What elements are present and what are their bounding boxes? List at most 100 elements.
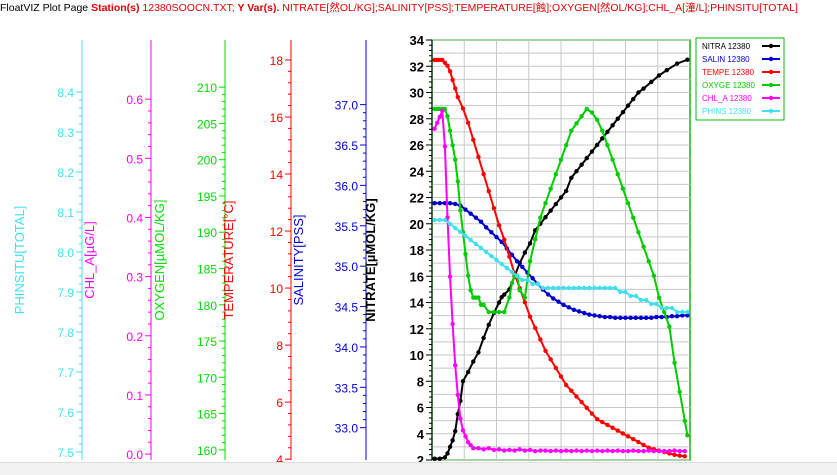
data-point-nit — [442, 455, 448, 460]
oxy-tick-label: 205 — [197, 117, 217, 131]
nit-tick-label: 30 — [410, 86, 424, 101]
data-point-chl — [486, 445, 491, 451]
data-point-chl — [453, 363, 458, 368]
data-point-ph — [447, 221, 453, 227]
data-point-sal — [530, 276, 535, 281]
data-point-oxy — [509, 280, 515, 286]
data-point-temp — [543, 348, 548, 353]
nit-tick-label: 2 — [417, 453, 424, 468]
data-point-chl — [440, 108, 445, 114]
chl-tick-label: 0.3 — [126, 271, 143, 285]
data-point-ph — [674, 309, 680, 315]
data-point-nit — [437, 456, 442, 461]
data-point-nit — [548, 208, 553, 213]
data-point-sal — [649, 315, 654, 321]
temp-tick-label: 14 — [270, 168, 284, 182]
data-point-temp — [584, 405, 589, 411]
data-point-sal — [638, 315, 644, 321]
data-point-nit — [527, 241, 533, 246]
data-point-oxy — [656, 295, 662, 300]
data-point-nit — [460, 379, 466, 384]
data-point-chl — [656, 448, 662, 454]
data-point-oxy — [615, 171, 620, 177]
data-point-temp — [605, 422, 610, 428]
chl-axis-label: CHL_A[µG/L] — [82, 221, 97, 299]
bottom-scroll-bar[interactable] — [0, 462, 837, 475]
data-point-ph — [576, 285, 582, 291]
legend-swatch-marker — [768, 108, 774, 114]
data-point-ph — [582, 285, 587, 291]
data-point-ph — [659, 305, 664, 311]
data-point-temp — [574, 394, 579, 399]
temp-tick-label: 10 — [270, 282, 284, 296]
data-point-temp — [558, 374, 564, 379]
data-point-chl — [615, 448, 620, 453]
data-point-nit — [641, 86, 646, 91]
data-point-oxy — [496, 309, 502, 315]
data-point-chl — [646, 448, 651, 453]
sal-tick-label: 35.0 — [335, 260, 359, 274]
data-point-temp — [445, 63, 450, 68]
data-point-nit — [594, 142, 600, 148]
data-point-chl — [667, 448, 672, 454]
oxy-tick-label: 190 — [197, 226, 217, 240]
legend-label: PHINS 12380 — [702, 107, 751, 116]
oxy-tick-label: 175 — [197, 335, 217, 349]
data-point-ph — [468, 237, 473, 243]
data-point-temp — [579, 399, 584, 405]
data-point-ph — [453, 225, 458, 231]
data-point-chl — [460, 428, 466, 433]
oxy-axis-label: OXYGEN[µMOL/KG] — [152, 200, 167, 321]
data-point-ph — [525, 277, 530, 283]
chl-tick-label: 0.1 — [126, 389, 143, 403]
data-point-nit — [486, 322, 491, 328]
data-point-temp — [491, 206, 497, 211]
legend-label: NITRA 12380 — [702, 42, 751, 51]
data-point-chl — [471, 445, 476, 451]
data-point-nit — [447, 444, 453, 450]
data-point-temp — [538, 337, 543, 342]
data-point-ph — [520, 277, 525, 283]
temp-tick-label: 4 — [276, 453, 283, 467]
data-point-oxy — [517, 288, 522, 293]
data-point-chl — [522, 448, 528, 453]
data-point-oxy — [610, 157, 615, 162]
data-point-oxy — [458, 208, 463, 213]
data-point-chl — [458, 416, 463, 421]
data-point-temp — [440, 57, 445, 63]
data-point-sal — [432, 200, 437, 206]
data-point-ph — [685, 309, 690, 315]
temp-tick-label: 12 — [270, 225, 284, 239]
ph-tick-label: 8.2 — [57, 166, 74, 180]
data-point-chl — [553, 448, 559, 453]
data-point-chl — [563, 448, 569, 453]
data-point-chl — [672, 448, 677, 453]
data-point-chl — [579, 448, 584, 454]
oxy-tick-label: 200 — [197, 154, 217, 168]
data-point-sal — [628, 315, 633, 321]
data-point-ph — [540, 285, 546, 291]
data-point-ph — [514, 273, 520, 279]
data-point-chl — [558, 448, 564, 454]
data-point-sal — [494, 234, 499, 240]
data-point-ph — [654, 301, 659, 307]
data-point-chl — [496, 447, 502, 452]
data-point-oxy — [685, 433, 690, 438]
chl-tick-label: 0.5 — [126, 152, 143, 166]
sal-tick-label: 33.0 — [335, 422, 359, 436]
data-point-chl — [620, 448, 626, 454]
data-point-chl — [502, 448, 507, 453]
legend-swatch-marker — [768, 69, 774, 75]
data-point-chl — [662, 448, 667, 454]
nit-axis-label: NITRATE[µMOL/KG] — [363, 198, 378, 322]
data-point-oxy — [589, 110, 595, 115]
data-point-ph — [680, 309, 685, 315]
legend-swatch-marker — [768, 56, 774, 62]
oxy-tick-label: 170 — [197, 371, 217, 385]
nit-tick-label: 12 — [410, 322, 424, 337]
data-point-sal — [582, 310, 587, 316]
data-point-temp — [563, 382, 569, 388]
data-point-sal — [520, 264, 525, 270]
temp-tick-label: 6 — [276, 396, 283, 410]
ph-tick-label: 8.4 — [57, 86, 74, 100]
